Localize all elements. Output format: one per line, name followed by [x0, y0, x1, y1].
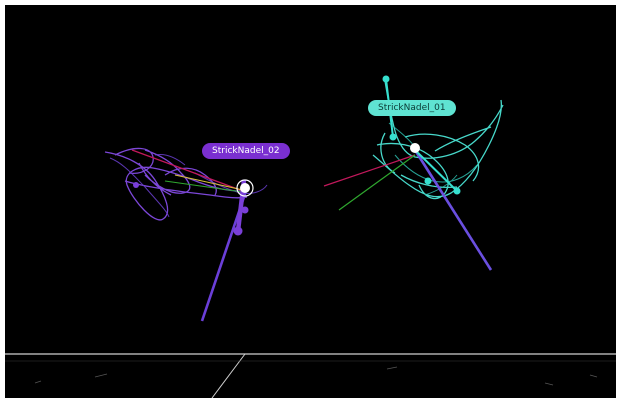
needle-01-joint[interactable] — [382, 75, 390, 83]
needle-02-joint[interactable] — [241, 206, 249, 214]
needle-01[interactable] — [323, 75, 504, 271]
needle-01-label[interactable]: StrickNadel_01 — [368, 100, 456, 116]
needle-02-joint[interactable] — [233, 226, 243, 236]
grid-tick — [544, 382, 554, 386]
axis-y-line — [338, 154, 416, 211]
needle-01-joint[interactable] — [389, 133, 397, 141]
needle-02[interactable] — [104, 147, 268, 322]
needle-02-pivot-ring — [236, 179, 254, 197]
scene-canvas[interactable] — [5, 5, 616, 398]
axis-z-line — [174, 174, 244, 191]
grid-tick — [386, 366, 398, 370]
grid-line — [211, 353, 246, 398]
needle-02-pivot[interactable] — [240, 183, 250, 193]
needle-01-joint[interactable] — [424, 177, 432, 185]
needle-01-joint[interactable] — [453, 187, 461, 195]
needle-02-trail — [104, 147, 248, 221]
axis-x-line — [131, 149, 244, 192]
needle-02-label[interactable]: StrickNadel_02 — [202, 143, 290, 159]
needle-01-trail — [372, 80, 504, 200]
grid-tick — [94, 373, 108, 378]
needle-01-arm — [414, 149, 458, 192]
needle-02-joint[interactable] — [133, 182, 139, 188]
grid-tick — [34, 380, 42, 384]
ground-grid — [5, 353, 616, 398]
needle-01-pivot[interactable] — [410, 143, 420, 153]
grid-tick — [589, 374, 598, 378]
needle-01-shaft — [413, 149, 493, 271]
axis-x-line — [323, 154, 416, 187]
axis-y-line — [164, 180, 244, 193]
3d-viewport[interactable]: StrickNadel_02 StrickNadel_01 — [5, 5, 616, 398]
